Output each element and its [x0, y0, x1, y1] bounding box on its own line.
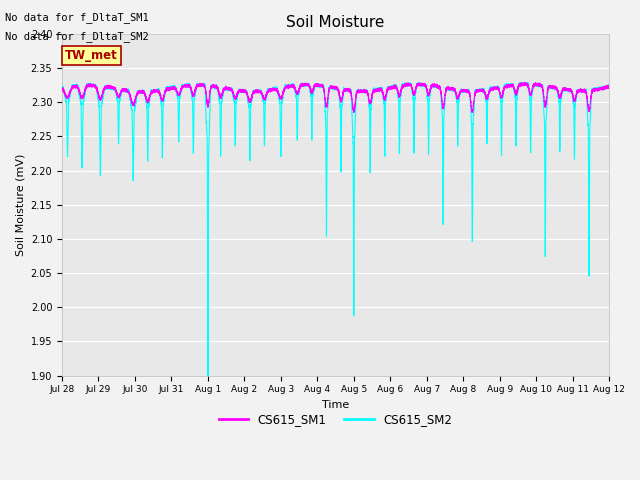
Y-axis label: Soil Moisture (mV): Soil Moisture (mV): [15, 154, 25, 256]
Text: No data for f_DltaT_SM1: No data for f_DltaT_SM1: [5, 12, 149, 23]
Legend: CS615_SM1, CS615_SM2: CS615_SM1, CS615_SM2: [214, 409, 457, 431]
Text: TW_met: TW_met: [65, 49, 118, 62]
Title: Soil Moisture: Soil Moisture: [286, 15, 385, 30]
Text: No data for f_DltaT_SM2: No data for f_DltaT_SM2: [5, 31, 149, 42]
X-axis label: Time: Time: [322, 400, 349, 410]
